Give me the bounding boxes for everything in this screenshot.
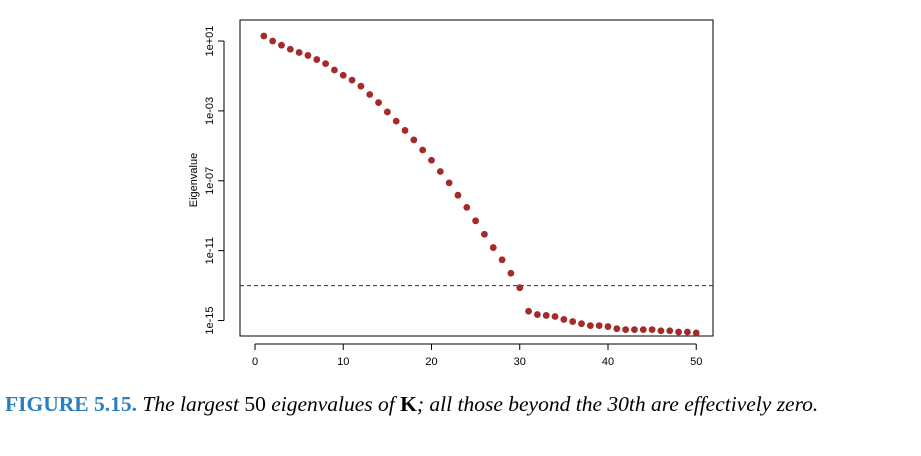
- point: [463, 203, 471, 211]
- point: [472, 217, 480, 225]
- caption-text: The largest: [142, 392, 239, 416]
- point: [383, 108, 391, 116]
- point: [639, 326, 647, 334]
- point: [507, 269, 515, 277]
- caption-label: FIGURE 5.15.: [5, 392, 137, 416]
- point: [586, 322, 594, 330]
- point: [595, 322, 603, 330]
- point: [657, 327, 665, 335]
- point: [339, 71, 347, 79]
- point: [551, 313, 559, 320]
- point: [410, 136, 418, 144]
- point: [278, 41, 285, 49]
- point: [604, 323, 612, 330]
- point: [666, 327, 674, 335]
- x-tick-label: 20: [425, 356, 437, 368]
- point: [692, 329, 700, 337]
- point: [578, 320, 585, 328]
- point: [560, 316, 568, 323]
- point: [684, 328, 691, 336]
- point: [304, 52, 312, 59]
- plot-frame: [239, 19, 714, 337]
- x-tick-label: 50: [690, 356, 702, 368]
- x-tick-label: 0: [252, 356, 258, 368]
- point: [454, 191, 462, 199]
- caption-symbol: K: [400, 392, 417, 416]
- point: [313, 56, 321, 63]
- point: [525, 307, 532, 315]
- point: [498, 256, 506, 264]
- point: [428, 156, 435, 164]
- x-tick-label: 30: [514, 356, 526, 368]
- point: [286, 45, 294, 53]
- point: [631, 326, 638, 334]
- point: [569, 318, 577, 325]
- chart: Eigenvalue 0 10 20 30 40 50 1e+01 1e-03 1e-07 1e-…: [188, 19, 714, 368]
- point: [622, 326, 630, 334]
- caption: FIGURE 5.15. The largest 50 eigenvalues …: [5, 388, 917, 420]
- y-axis-label: Eigenvalue: [188, 153, 200, 207]
- point: [375, 99, 382, 106]
- y-tick-label: 1e-15: [204, 306, 216, 334]
- point: [648, 326, 656, 334]
- point: [401, 127, 409, 134]
- point: [533, 311, 541, 318]
- point: [322, 60, 329, 68]
- x-tick-label: 10: [337, 356, 349, 368]
- point: [269, 37, 277, 45]
- caption-number: 50: [244, 392, 266, 416]
- y-tick-label: 1e-07: [204, 167, 216, 195]
- caption-text: ; all those beyond the 30th are effectiv…: [416, 392, 819, 416]
- point: [436, 168, 444, 175]
- point: [260, 32, 268, 40]
- point: [295, 49, 303, 56]
- y-tick-label: 1e-11: [204, 237, 216, 264]
- point: [357, 82, 365, 90]
- point: [348, 76, 356, 84]
- point: [613, 325, 621, 333]
- point: [675, 328, 682, 336]
- point: [419, 146, 427, 154]
- point: [331, 66, 338, 74]
- point: [489, 244, 497, 251]
- y-tick-label: 1e-03: [204, 97, 216, 125]
- point: [542, 312, 550, 319]
- point: [445, 179, 453, 187]
- point: [392, 117, 400, 125]
- y-tick-label: 1e+01: [204, 26, 216, 57]
- point: [516, 284, 524, 292]
- point: [366, 91, 374, 98]
- point: [481, 230, 488, 238]
- x-tick-label: 40: [602, 356, 614, 368]
- caption-text: eigenvalues of: [271, 392, 395, 416]
